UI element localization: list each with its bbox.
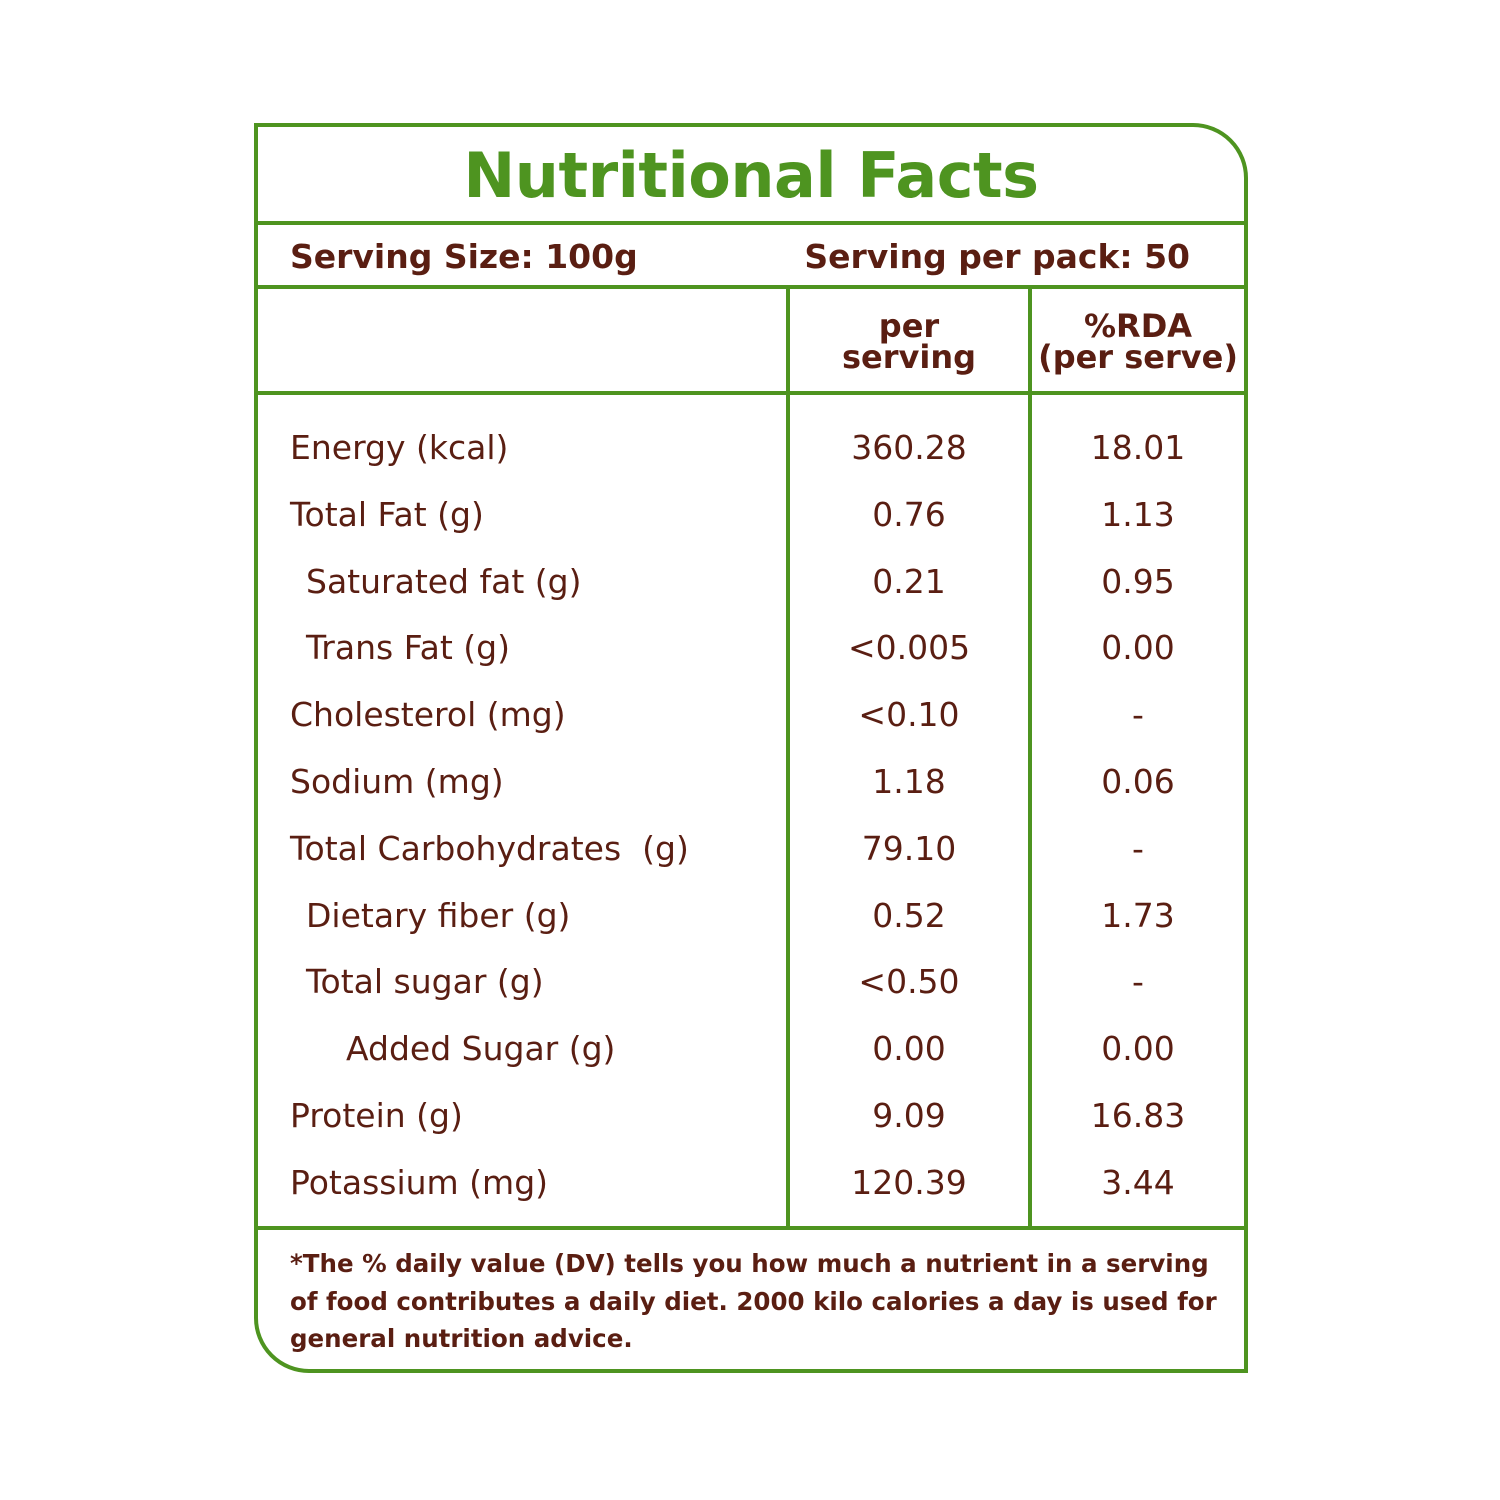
footnote-line: *The % daily value (DV) tells you how mu… [290, 1249, 1209, 1278]
nutrient-rda-value: 3.44 [1101, 1162, 1175, 1202]
column-header-rda: %RDA (per serve) [1032, 307, 1244, 376]
nutrient-rda-value: 0.00 [1101, 628, 1175, 668]
column-header-per-serving: per serving [790, 307, 1028, 376]
nutrient-per-serving-value: 0.00 [872, 1029, 946, 1069]
footnote-line: of food contributes a daily diet. 2000 k… [290, 1286, 1217, 1316]
serving-size: Serving Size: 100g [290, 237, 638, 276]
nutrient-rda-value: - [1132, 828, 1144, 868]
column-header-per-serving-line2: serving [841, 338, 977, 376]
nutrient-per-serving-value: 360.28 [851, 428, 967, 467]
nutrient-label: Trans Fat (g) [306, 628, 510, 668]
title-row: Nutritional Facts [258, 127, 1244, 225]
table-row: Cholesterol (mg) <0.10 - [258, 681, 1244, 748]
nutrient-per-serving-value: <0.005 [847, 628, 971, 668]
nutrient-per-serving-value: <0.50 [858, 962, 960, 1002]
table-row: Dietary fiber (g) 0.52 1.73 [258, 882, 1244, 949]
column-header-rda-line2: (per serve) [1038, 338, 1238, 376]
footnote: *The % daily value (DV) tells you how mu… [290, 1245, 1217, 1358]
nutrient-per-serving-value: 0.76 [872, 494, 946, 534]
nutrient-label: Total sugar (g) [306, 962, 544, 1002]
nutrient-per-serving-value: 9.09 [872, 1095, 946, 1135]
table-row: Total sugar (g) <0.50 - [258, 948, 1244, 1015]
nutrient-per-serving-value: 79.10 [861, 828, 957, 868]
nutrient-per-serving-value: <0.10 [858, 695, 960, 735]
nutrient-label: Sodium (mg) [290, 761, 504, 801]
table-row: Potassium (mg) 120.39 3.44 [258, 1149, 1244, 1216]
footer-divider [258, 1226, 1244, 1230]
table-row: Sodium (mg) 1.18 0.06 [258, 748, 1244, 815]
nutrient-label: Added Sugar (g) [346, 1029, 616, 1069]
nutrient-rda-value: - [1132, 695, 1144, 735]
nutrient-rda-value: 0.06 [1101, 761, 1175, 801]
nutrient-per-serving-value: 120.39 [851, 1162, 967, 1202]
table-row: Saturated fat (g) 0.21 0.95 [258, 548, 1244, 615]
nutrient-label: Total Carbohydrates (g) [290, 828, 689, 868]
nutrient-label: Dietary fiber (g) [306, 895, 571, 935]
nutrient-rda-value: - [1132, 962, 1144, 1002]
nutrient-rda-value: 0.95 [1101, 561, 1175, 601]
table-row: Added Sugar (g) 0.00 0.00 [258, 1015, 1244, 1082]
column-header-rda-line1: %RDA [1083, 307, 1193, 345]
nutrient-per-serving-value: 0.21 [872, 561, 946, 601]
nutrient-per-serving-value: 0.52 [872, 895, 946, 935]
table-row: Energy (kcal) 360.28 18.01 [258, 414, 1244, 481]
footnote-line: general nutrition advice. [290, 1324, 633, 1353]
nutrient-label: Saturated fat (g) [306, 561, 582, 601]
nutrient-rda-value: 0.00 [1101, 1029, 1175, 1069]
nutrient-label: Potassium (mg) [290, 1162, 549, 1202]
nutrient-rda-value: 18.01 [1090, 428, 1186, 467]
nutrient-rda-value: 1.13 [1101, 494, 1175, 534]
nutrient-label: Energy (kcal) [290, 428, 509, 467]
column-divider [1028, 289, 1032, 1226]
nutrient-rda-value: 1.73 [1101, 895, 1175, 935]
serving-per-pack: Serving per pack: 50 [804, 237, 1190, 276]
nutrient-per-serving-value: 1.18 [872, 761, 946, 801]
column-header-per-serving-line1: per [878, 307, 940, 345]
page-title: Nutritional Facts [463, 139, 1039, 212]
table-row: Protein (g) 9.09 16.83 [258, 1082, 1244, 1149]
column-divider [786, 289, 790, 1226]
nutrient-label: Protein (g) [290, 1095, 463, 1135]
nutrient-label: Total Fat (g) [290, 494, 484, 534]
nutrition-facts-panel: Nutritional Facts Serving Size: 100g Ser… [254, 123, 1248, 1373]
nutrient-label: Cholesterol (mg) [290, 695, 566, 735]
table-header: per serving %RDA (per serve) [258, 289, 1244, 395]
table-row: Total Fat (g) 0.76 1.13 [258, 481, 1244, 548]
nutrient-table: Energy (kcal) 360.28 18.01 Total Fat (g) 0.7… [258, 414, 1244, 1216]
serving-info-row: Serving Size: 100g Serving per pack: 50 [258, 225, 1244, 289]
table-row: Total Carbohydrates (g) 79.10 - [258, 815, 1244, 882]
nutrient-rda-value: 16.83 [1090, 1095, 1186, 1135]
table-row: Trans Fat (g) <0.005 0.00 [258, 614, 1244, 681]
